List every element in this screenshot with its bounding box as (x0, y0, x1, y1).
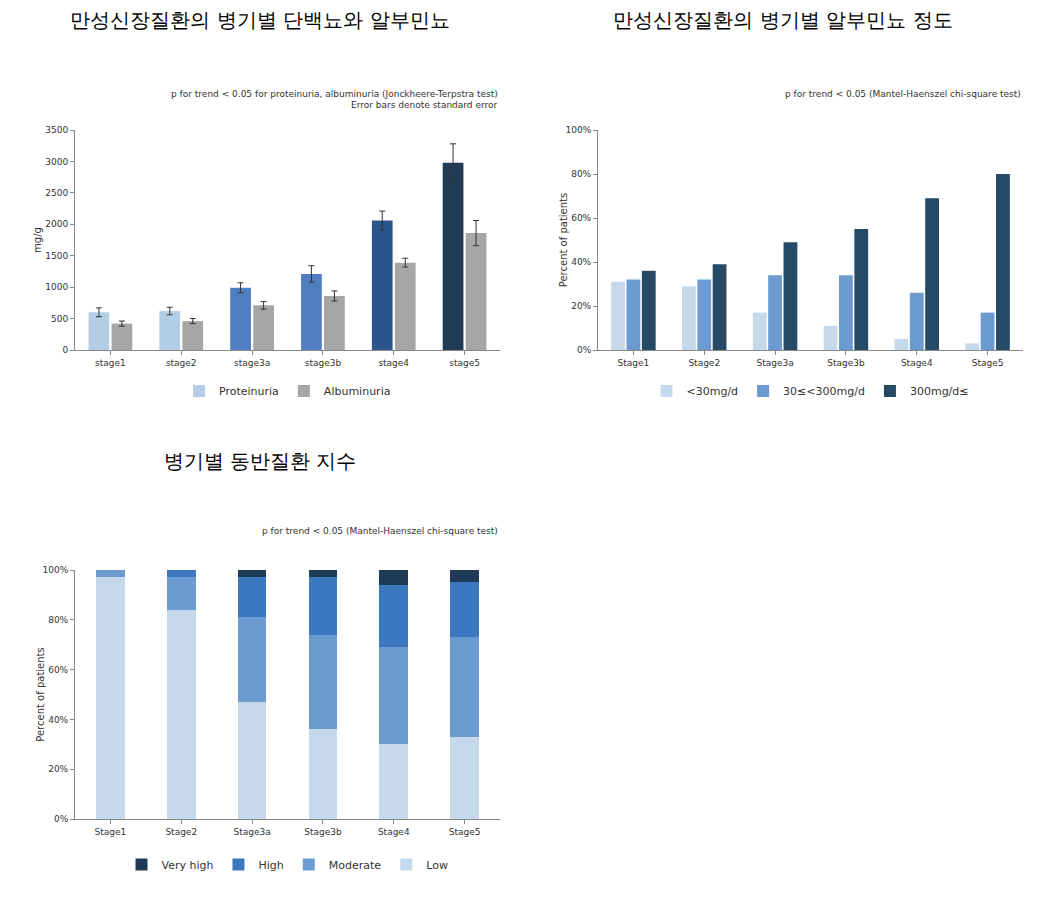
svg-text:Proteinuria: Proteinuria (219, 385, 279, 398)
svg-text:Stage1: Stage1 (95, 827, 127, 837)
svg-text:60%: 60% (571, 213, 591, 223)
svg-text:Stage3a: Stage3a (756, 358, 793, 368)
svg-text:Percent of patients: Percent of patients (558, 193, 569, 287)
svg-text:100%: 100% (42, 565, 68, 575)
svg-text:0%: 0% (54, 814, 69, 824)
svg-text:40%: 40% (48, 715, 68, 725)
svg-text:Low: Low (426, 859, 448, 872)
svg-text:40%: 40% (571, 257, 591, 267)
svg-text:Stage2: Stage2 (688, 358, 720, 368)
svg-text:stage3a: stage3a (234, 358, 270, 368)
svg-text:Error bars denote standard err: Error bars denote standard error (351, 100, 498, 110)
svg-text:High: High (258, 859, 283, 872)
svg-text:mg/g: mg/g (32, 227, 43, 253)
svg-text:300mg/d≤: 300mg/d≤ (910, 385, 969, 398)
svg-text:500: 500 (51, 314, 68, 324)
svg-text:1500: 1500 (45, 251, 68, 261)
svg-text:Stage3b: Stage3b (827, 358, 865, 368)
svg-text:stage5: stage5 (449, 358, 480, 368)
svg-text:만성신장질환의 병기별 단백뇨와 알부민뇨: 만성신장질환의 병기별 단백뇨와 알부민뇨 (70, 8, 449, 32)
svg-text:Very high: Very high (162, 859, 214, 872)
svg-text:0%: 0% (577, 345, 592, 355)
svg-text:80%: 80% (48, 615, 68, 625)
svg-text:Stage1: Stage1 (618, 358, 650, 368)
svg-text:Stage5: Stage5 (972, 358, 1004, 368)
svg-text:Stage5: Stage5 (449, 827, 481, 837)
svg-text:2000: 2000 (45, 219, 68, 229)
svg-text:100%: 100% (565, 125, 591, 135)
svg-text:Percent of patients: Percent of patients (35, 647, 46, 741)
svg-text:만성신장질환의 병기별 알부민뇨 정도: 만성신장질환의 병기별 알부민뇨 정도 (613, 8, 952, 32)
svg-text:30≤<300mg/d: 30≤<300mg/d (783, 385, 865, 398)
svg-text:stage4: stage4 (378, 358, 409, 368)
svg-text:<30mg/d: <30mg/d (687, 385, 739, 398)
svg-text:p for trend < 0.05 for protein: p for trend < 0.05 for proteinuria, albu… (171, 89, 498, 99)
svg-text:Stage3a: Stage3a (233, 827, 270, 837)
svg-text:stage3b: stage3b (305, 358, 342, 368)
svg-text:p for trend < 0.05 (Mantel-Hae: p for trend < 0.05 (Mantel-Haenszel chi-… (262, 526, 498, 536)
svg-text:Moderate: Moderate (329, 859, 382, 872)
svg-text:Albuminuria: Albuminuria (324, 385, 391, 398)
svg-text:p for trend < 0.05 (Mantel-Hae: p for trend < 0.05 (Mantel-Haenszel chi-… (785, 89, 1021, 99)
svg-text:0: 0 (62, 345, 68, 355)
svg-text:stage2: stage2 (166, 358, 197, 368)
svg-text:3000: 3000 (45, 157, 68, 167)
svg-text:60%: 60% (48, 665, 68, 675)
svg-text:Stage4: Stage4 (901, 358, 933, 368)
svg-text:Stage4: Stage4 (378, 827, 410, 837)
svg-text:20%: 20% (48, 764, 68, 774)
svg-text:Stage3b: Stage3b (304, 827, 342, 837)
svg-text:20%: 20% (571, 301, 591, 311)
svg-text:1000: 1000 (45, 282, 68, 292)
svg-text:Stage2: Stage2 (165, 827, 197, 837)
svg-text:3500: 3500 (45, 125, 68, 135)
svg-text:80%: 80% (571, 169, 591, 179)
svg-text:2500: 2500 (45, 188, 68, 198)
svg-text:병기별 동반질환 지수: 병기별 동반질환 지수 (164, 449, 357, 473)
svg-text:stage1: stage1 (95, 358, 126, 368)
